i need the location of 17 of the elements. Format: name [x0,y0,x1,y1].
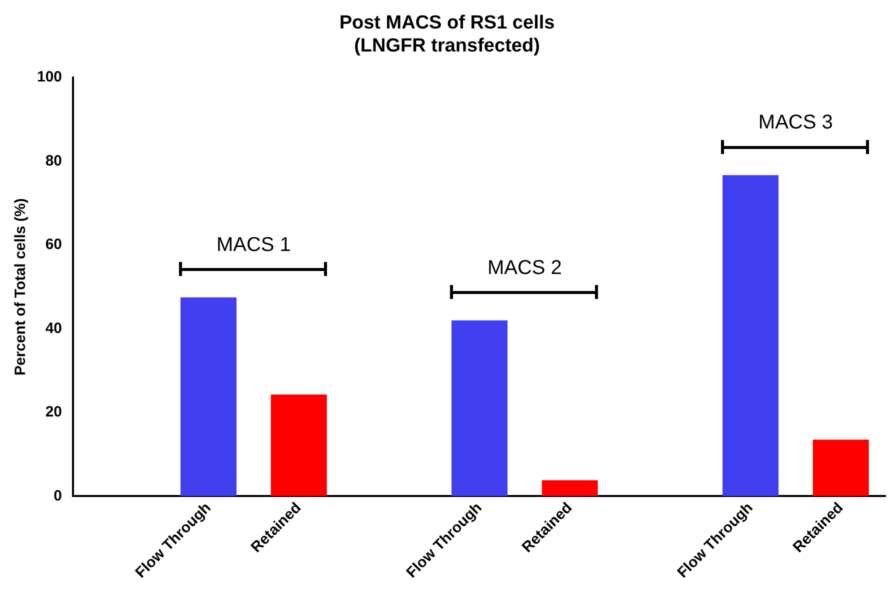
y-tick-label: 0 [54,487,62,504]
annotation: MACS 2 [487,256,562,279]
y-tick-label: 80 [45,152,62,170]
bar [812,440,869,496]
y-tick-label: 60 [45,236,62,254]
chart-title: Post MACS of RS1 cells (LNGFR transfected) [339,12,555,56]
bar [452,320,508,496]
y-axis-title: Percent of Total cells (%) [12,198,30,376]
bar [180,297,237,496]
bar [542,480,598,496]
y-tick-label: 20 [45,404,62,421]
y-tick-label: 100 [36,68,62,86]
bar [722,175,779,496]
annotation: MACS 1 [216,234,291,256]
annotation: MACS 3 [758,112,833,134]
bar [270,394,327,496]
y-tick-label: 40 [45,320,62,337]
